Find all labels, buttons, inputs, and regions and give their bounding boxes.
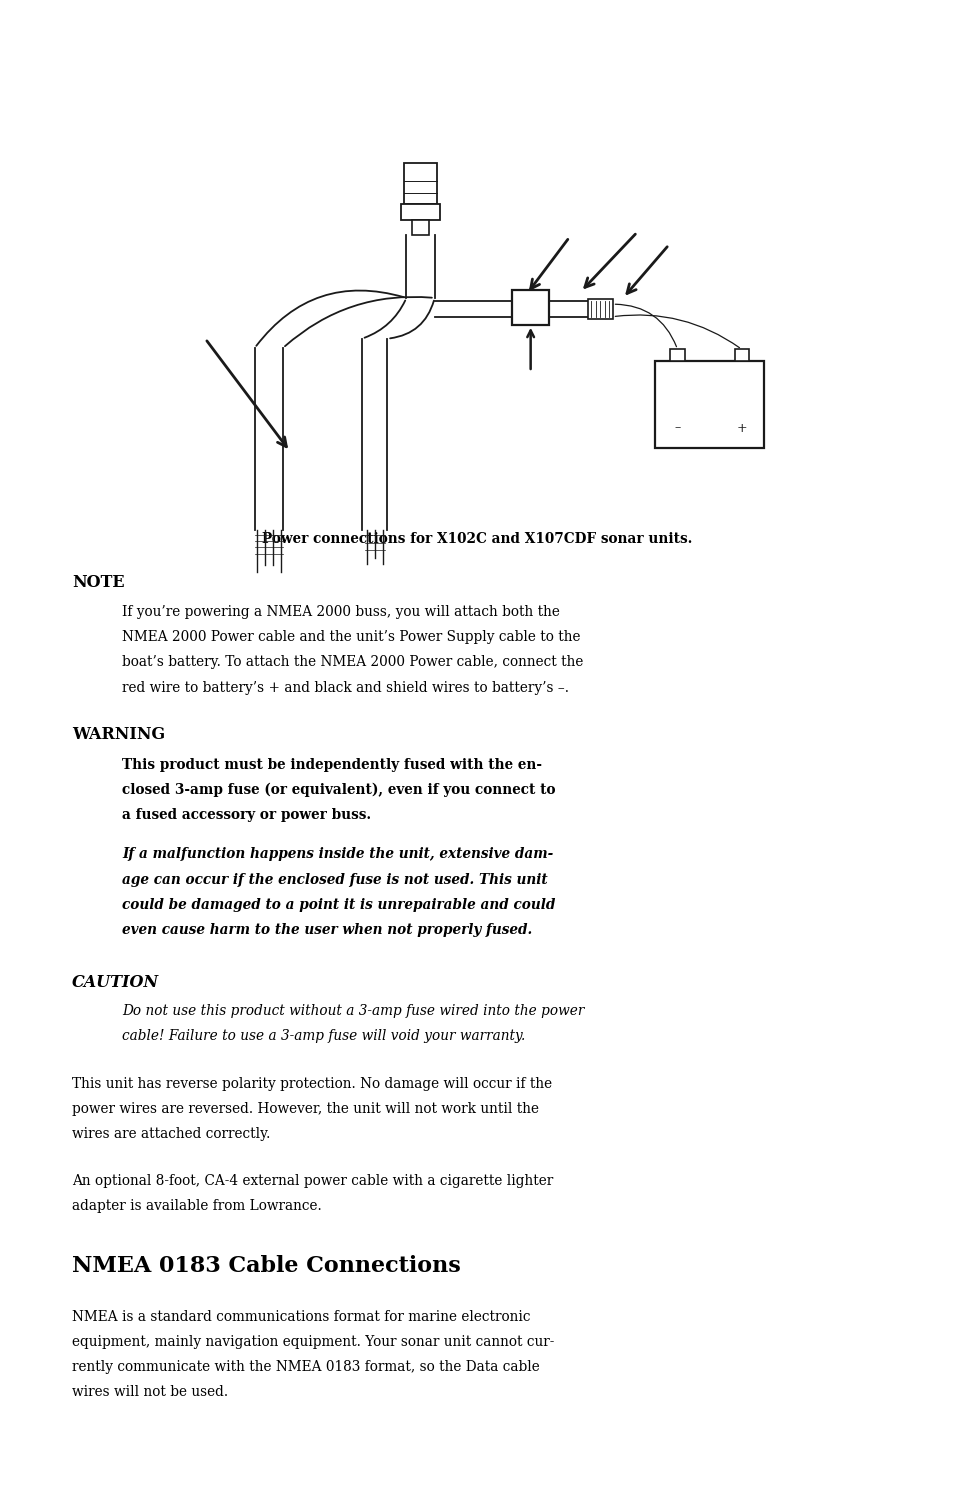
Text: age can occur if the enclosed fuse is not used. This unit: age can occur if the enclosed fuse is no… xyxy=(122,873,547,886)
Bar xyxy=(734,349,748,360)
Text: If a malfunction happens inside the unit, extensive dam-: If a malfunction happens inside the unit… xyxy=(122,848,553,861)
Text: This product must be independently fused with the en-: This product must be independently fused… xyxy=(122,758,541,772)
Text: closed 3-amp fuse (or equivalent), even if you connect to: closed 3-amp fuse (or equivalent), even … xyxy=(122,784,555,797)
Bar xyxy=(654,361,763,449)
Text: adapter is available from Lowrance.: adapter is available from Lowrance. xyxy=(71,1200,321,1213)
Text: –: – xyxy=(674,421,679,434)
Text: An optional 8-foot, CA-4 external power cable with a cigarette lighter: An optional 8-foot, CA-4 external power … xyxy=(71,1175,553,1188)
Text: equipment, mainly navigation equipment. Your sonar unit cannot cur-: equipment, mainly navigation equipment. … xyxy=(71,1335,554,1349)
Bar xyxy=(403,164,437,204)
Text: Do not use this product without a 3-amp fuse wired into the power: Do not use this product without a 3-amp … xyxy=(122,1004,584,1019)
Text: If you’re powering a NMEA 2000 buss, you will attach both the: If you’re powering a NMEA 2000 buss, you… xyxy=(122,605,559,619)
Text: wires will not be used.: wires will not be used. xyxy=(71,1386,228,1399)
Text: WARNING: WARNING xyxy=(71,726,165,744)
Text: even cause harm to the user when not properly fused.: even cause harm to the user when not pro… xyxy=(122,923,532,937)
Bar xyxy=(670,349,684,360)
Bar xyxy=(512,290,548,324)
Text: NMEA 2000 Power cable and the unit’s Power Supply cable to the: NMEA 2000 Power cable and the unit’s Pow… xyxy=(122,630,579,644)
Text: a fused accessory or power buss.: a fused accessory or power buss. xyxy=(122,809,371,822)
Bar xyxy=(587,299,612,320)
Text: boat’s battery. To attach the NMEA 2000 Power cable, connect the: boat’s battery. To attach the NMEA 2000 … xyxy=(122,656,583,669)
Text: power wires are reversed. However, the unit will not work until the: power wires are reversed. However, the u… xyxy=(71,1102,538,1115)
Text: cable! Failure to use a 3-amp fuse will void your warranty.: cable! Failure to use a 3-amp fuse will … xyxy=(122,1029,525,1044)
Text: NMEA 0183 Cable Connections: NMEA 0183 Cable Connections xyxy=(71,1255,460,1277)
Text: NMEA is a standard communications format for marine electronic: NMEA is a standard communications format… xyxy=(71,1310,530,1323)
Text: CAUTION: CAUTION xyxy=(71,974,159,992)
Text: Power connections for X102C and X107CDF sonar units.: Power connections for X102C and X107CDF … xyxy=(261,532,692,546)
Text: could be damaged to a point it is unrepairable and could: could be damaged to a point it is unrepa… xyxy=(122,898,555,912)
Bar xyxy=(400,204,440,220)
Text: rently communicate with the NMEA 0183 format, so the Data cable: rently communicate with the NMEA 0183 fo… xyxy=(71,1361,539,1374)
Text: +: + xyxy=(736,421,746,434)
Text: This unit has reverse polarity protection. No damage will occur if the: This unit has reverse polarity protectio… xyxy=(71,1077,552,1090)
Text: NOTE: NOTE xyxy=(71,574,125,590)
Text: wires are attached correctly.: wires are attached correctly. xyxy=(71,1127,270,1141)
Bar xyxy=(412,220,429,235)
Text: red wire to battery’s + and black and shield wires to battery’s –.: red wire to battery’s + and black and sh… xyxy=(122,681,568,694)
